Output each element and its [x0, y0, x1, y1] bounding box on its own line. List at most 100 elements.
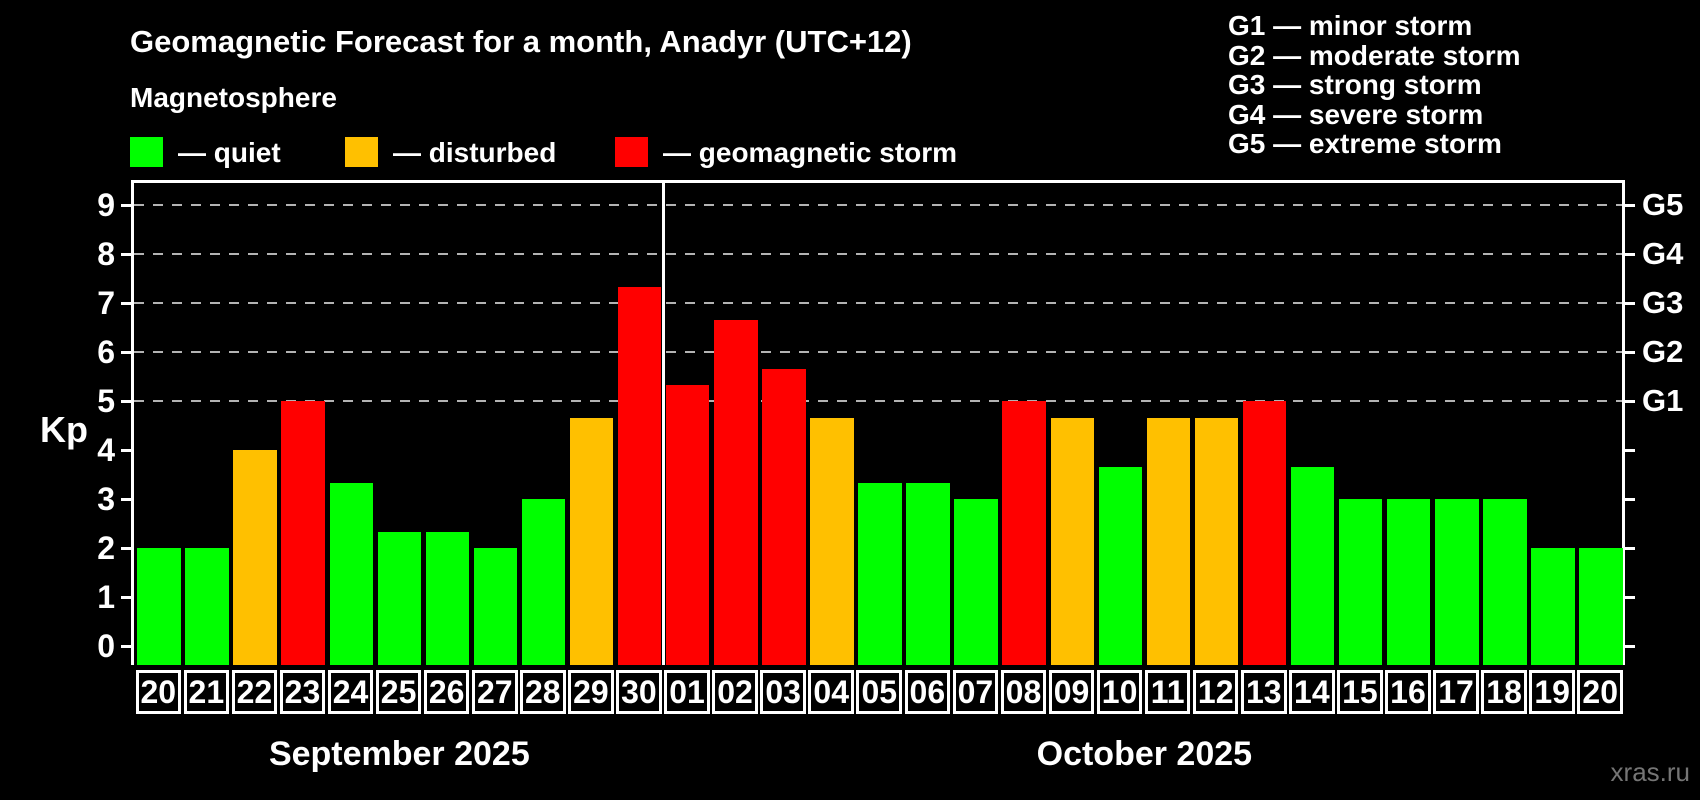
y-axis-tick-right-4 [1625, 449, 1635, 452]
y-axis-tick-right-7 [1625, 302, 1635, 305]
kp-bar-sep-29 [569, 417, 614, 665]
kp-bar-oct-02 [714, 319, 758, 665]
right-axis-label-g5: G5 [1642, 187, 1684, 223]
kp-bar-sep-28 [521, 499, 566, 665]
y-axis-tick-right-3 [1625, 498, 1635, 501]
kp-bar-oct-17 [1435, 499, 1479, 665]
chart-subtitle: Magnetosphere [130, 82, 337, 113]
kp-bar-sep-27 [473, 548, 518, 665]
date-label-sep-30: 30 [616, 670, 662, 714]
y-axis-title: Kp [40, 409, 88, 450]
date-label-sep-28: 28 [520, 670, 566, 714]
kp-bar-oct-07 [954, 499, 998, 665]
kp-bar-sep-24 [329, 483, 373, 665]
kp-bar-oct-12 [1194, 417, 1239, 665]
date-label-oct-14: 14 [1289, 670, 1335, 714]
gridline-kp9 [134, 204, 1622, 207]
kp-bar-oct-10 [1098, 466, 1143, 665]
date-label-oct-08: 08 [1000, 670, 1047, 714]
storm-scale-g5: G5 — extreme storm [1228, 128, 1502, 159]
watermark: xras.ru [1610, 757, 1690, 787]
legend-swatch-disturbed-icon [345, 137, 378, 167]
plot-frame [131, 180, 1625, 665]
storm-scale-g3: G3 — strong storm [1228, 69, 1482, 100]
kp-bar-sep-25 [377, 532, 422, 665]
legend-swatch-quiet-icon [130, 137, 163, 167]
y-axis-tick-right-9 [1625, 204, 1635, 207]
date-label-oct-11: 11 [1144, 670, 1191, 714]
y-axis-label-3: 3 [97, 481, 115, 518]
y-axis-tick-right-6 [1625, 351, 1635, 354]
kp-bar-oct-14 [1290, 466, 1335, 665]
kp-bar-sep-26 [425, 532, 470, 665]
kp-bar-sep-20 [137, 548, 181, 665]
kp-bar-sep-23 [281, 401, 325, 665]
kp-bar-sep-22 [233, 450, 277, 665]
date-label-oct-18: 18 [1481, 670, 1527, 714]
y-axis-label-8: 8 [97, 236, 115, 273]
kp-bar-oct-03 [762, 368, 806, 665]
y-axis-tick-right-1 [1625, 596, 1635, 599]
kp-bar-oct-15 [1338, 499, 1383, 665]
y-axis-label-7: 7 [97, 285, 115, 322]
kp-bar-oct-05 [858, 483, 902, 665]
date-label-sep-27: 27 [471, 670, 518, 714]
month-label-sep: September 2025 [268, 735, 530, 773]
right-axis-label-g3: G3 [1642, 285, 1684, 321]
date-label-oct-17: 17 [1433, 670, 1479, 714]
legend-label-disturbed: — disturbed [393, 137, 557, 168]
date-label-oct-15: 15 [1337, 670, 1383, 714]
kp-bar-oct-13 [1242, 401, 1287, 665]
kp-bar-oct-01 [666, 385, 710, 665]
date-label-oct-06: 06 [904, 670, 951, 714]
kp-bar-sep-21 [185, 548, 229, 665]
y-axis-tick-left-8 [121, 253, 131, 256]
storm-scale-g2: G2 — moderate storm [1228, 39, 1521, 71]
gridline-kp5 [134, 400, 1622, 403]
storm-scale-g4: G4 — severe storm [1228, 98, 1484, 130]
y-axis-tick-left-1 [121, 596, 131, 599]
kp-bar-oct-18 [1483, 499, 1527, 665]
y-axis-label-9: 9 [97, 187, 115, 224]
y-axis-tick-left-3 [121, 498, 131, 501]
kp-bar-oct-09 [1050, 417, 1094, 665]
date-label-oct-13: 13 [1240, 670, 1287, 714]
page-title: Geomagnetic Forecast for a month, Anadyr… [130, 24, 912, 59]
date-label-oct-04: 04 [808, 670, 854, 714]
month-label-oct: October 2025 [1036, 735, 1253, 773]
date-label-oct-09: 09 [1048, 670, 1095, 714]
y-axis-tick-right-5 [1625, 400, 1635, 403]
kp-bar-oct-19 [1531, 548, 1575, 665]
date-label-oct-12: 12 [1192, 670, 1239, 714]
date-label-oct-20: 20 [1577, 670, 1623, 714]
date-label-oct-16: 16 [1385, 670, 1431, 714]
date-label-sep-22: 22 [231, 670, 278, 714]
y-axis-tick-left-6 [121, 351, 131, 354]
y-axis-tick-left-0 [121, 645, 131, 648]
kp-bar-oct-08 [1002, 401, 1046, 665]
date-label-oct-05: 05 [856, 670, 903, 714]
date-label-sep-23: 23 [279, 670, 326, 714]
gridline-kp8 [134, 253, 1622, 256]
y-axis-tick-right-0 [1625, 645, 1635, 648]
kp-bar-oct-20 [1579, 548, 1623, 665]
kp-bar-sep-30 [617, 287, 662, 665]
y-axis-tick-right-2 [1625, 547, 1635, 550]
date-label-oct-07: 07 [952, 670, 999, 714]
date-label-oct-19: 19 [1529, 670, 1575, 714]
y-axis-label-2: 2 [97, 530, 115, 567]
kp-bar-oct-11 [1146, 417, 1191, 665]
right-axis-label-g2: G2 [1642, 334, 1684, 370]
y-axis-tick-left-4 [121, 449, 131, 452]
date-label-sep-21: 21 [183, 670, 230, 714]
storm-scale-g1: G1 — minor storm [1228, 10, 1473, 41]
storm-scale-legend: G1 — minor storm G2 — moderate storm G3 … [1228, 11, 1521, 159]
date-label-sep-20: 20 [135, 670, 182, 714]
kp-bar-oct-16 [1386, 499, 1431, 665]
y-axis-label-1: 1 [97, 579, 115, 616]
date-label-sep-26: 26 [423, 670, 470, 714]
legend-label-storm: — geomagnetic storm [663, 137, 958, 168]
gridline-kp7 [134, 302, 1622, 305]
y-axis-tick-left-5 [121, 400, 131, 403]
